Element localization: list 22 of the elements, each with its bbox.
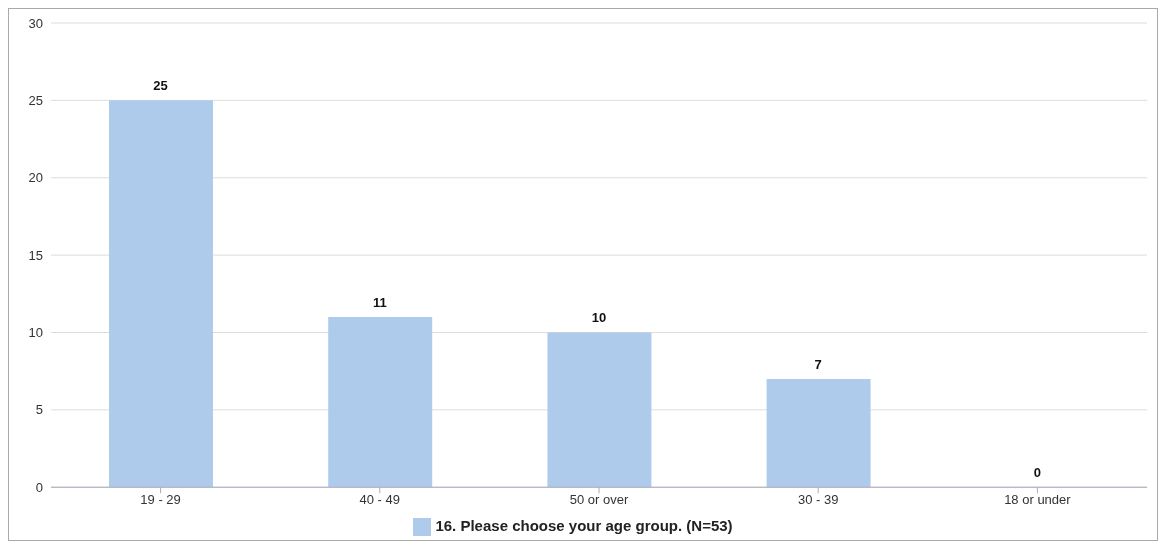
y-tick-label: 25 [28,92,43,108]
bar [766,378,871,488]
bar [547,332,652,488]
y-tick-label: 20 [28,170,43,186]
y-tick-label: 30 [28,15,43,31]
x-tick-label: 18 or under [1004,492,1072,508]
x-tick-label: 40 - 49 [359,492,401,508]
data-label: 0 [1033,465,1042,481]
y-tick-label: 10 [28,325,43,341]
bar [328,317,433,488]
y-tick-label: 15 [28,247,43,263]
x-tick-label: 50 or over [569,492,629,508]
data-label: 10 [591,310,607,326]
x-tick-label: 30 - 39 [797,492,839,508]
data-label: 7 [814,356,822,372]
data-label: 25 [153,78,168,94]
y-tick-label: 5 [35,402,43,418]
x-tick-label: 19 - 29 [140,492,181,508]
y-tick-label: 0 [35,479,43,495]
data-label: 11 [372,295,387,311]
bar [109,100,213,488]
legend-label: 16. Please choose your age group. (N=53) [435,517,733,535]
